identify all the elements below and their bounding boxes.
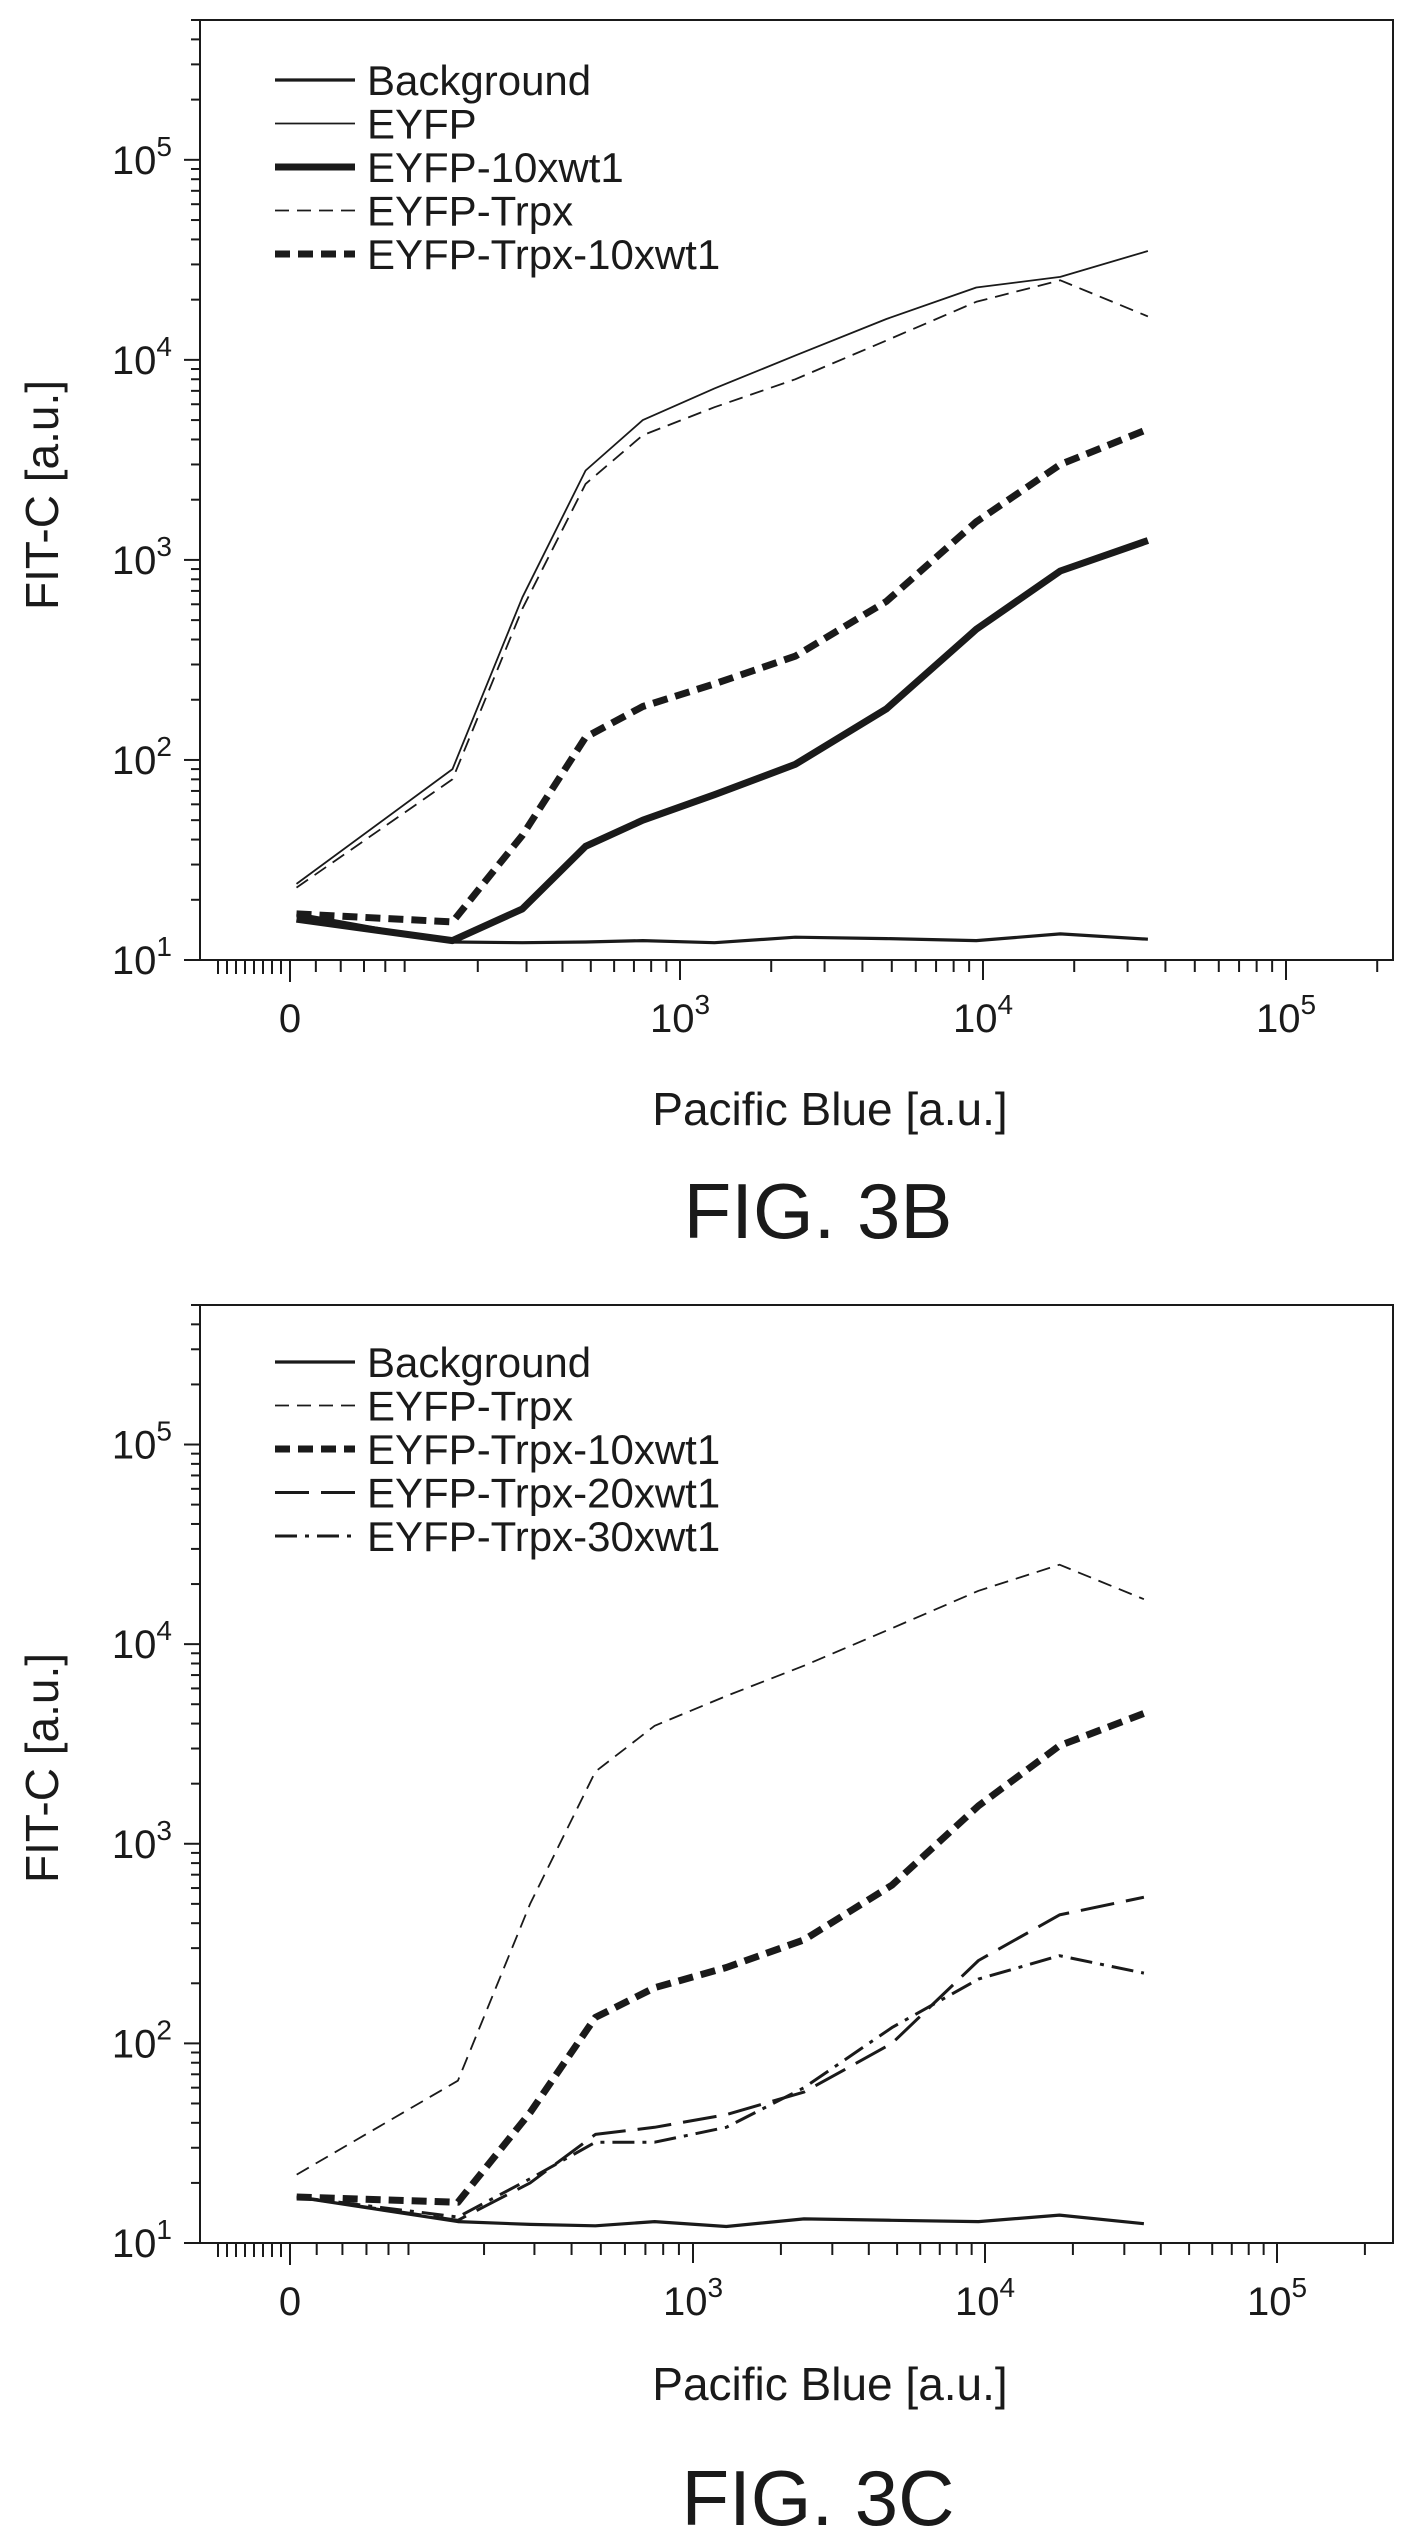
legend-label: Background — [367, 1339, 591, 1386]
y-tick-label: 102 — [112, 731, 172, 783]
y-tick-label: 104 — [112, 331, 172, 383]
figure-caption-3b: FIG. 3B — [684, 1167, 953, 1255]
x-tick-label: 0 — [279, 2280, 301, 2324]
legend-label: EYFP-Trpx — [367, 188, 573, 235]
y-axis-title-3b: FIT-C [a.u.] — [16, 380, 68, 610]
y-tick-label: 105 — [112, 1416, 172, 1468]
y-tick-label: 101 — [112, 2214, 172, 2266]
legend-3c: BackgroundEYFP-TrpxEYFP-Trpx-10xwt1EYFP-… — [275, 1339, 720, 1560]
y-tick-label: 103 — [112, 531, 172, 583]
plot-axes-3b: 101 102 103 104 105 0 103 104 105 — [112, 19, 1394, 1041]
x-tick-label: 105 — [1256, 989, 1316, 1041]
legend-label: EYFP-Trpx-10xwt1 — [367, 231, 720, 278]
y-tick-label: 105 — [112, 131, 172, 183]
series-line-eyfp-trpx-30xwt1 — [296, 1954, 1145, 2219]
y-axis-title-3c: FIT-C [a.u.] — [16, 1653, 68, 1883]
series-line-eyfp-trpx — [295, 279, 1149, 889]
plot-lines-3c — [296, 1563, 1146, 2229]
y-tick-label: 101 — [112, 931, 172, 983]
series-line-eyfp-trpx-10xwt1 — [296, 425, 1150, 926]
x-tick-label: 104 — [953, 989, 1013, 1041]
figure-caption-3c: FIG. 3C — [681, 2454, 954, 2542]
y-tick-label: 102 — [112, 2014, 172, 2066]
series-line-background — [296, 912, 1148, 945]
legend-label: EYFP-Trpx-20xwt1 — [367, 1470, 720, 1517]
legend-label: Background — [367, 57, 591, 104]
x-axis-title-3b: Pacific Blue [a.u.] — [652, 1083, 1007, 1135]
x-tick-label: 104 — [955, 2272, 1015, 2324]
x-tick-label: 0 — [279, 997, 301, 1041]
series-line-background — [296, 2195, 1145, 2229]
legend-label: EYFP-Trpx-10xwt1 — [367, 1426, 720, 1473]
y-tick-label: 103 — [112, 1815, 172, 1867]
plot-axes-3c: 101 102 103 104 105 0 103 104 105 — [112, 1304, 1394, 2324]
y-tick-label: 104 — [112, 1615, 172, 1667]
legend-label: EYFP-10xwt1 — [367, 144, 624, 191]
series-line-eyfp-trpx — [296, 1563, 1145, 2176]
legend-3b: BackgroundEYFPEYFP-10xwt1EYFP-TrpxEYFP-T… — [275, 57, 720, 278]
legend-label: EYFP-Trpx-30xwt1 — [367, 1513, 720, 1560]
x-tick-label: 103 — [663, 2272, 723, 2324]
legend-label: EYFP-Trpx — [367, 1383, 573, 1430]
plot-lines-3b — [295, 250, 1150, 945]
x-tick-label: 105 — [1247, 2272, 1307, 2324]
plot-frame-3c — [199, 1304, 1394, 2244]
x-axis-title-3c: Pacific Blue [a.u.] — [652, 2358, 1007, 2410]
series-line-eyfp-10xwt1 — [296, 537, 1150, 945]
legend-label: EYFP — [367, 101, 477, 148]
series-line-eyfp-trpx-20xwt1 — [296, 1895, 1145, 2222]
series-line-eyfp — [295, 250, 1149, 885]
series-line-eyfp-trpx-10xwt1 — [296, 1710, 1146, 2206]
x-tick-label: 103 — [650, 989, 710, 1041]
plot-frame-3b — [199, 19, 1394, 961]
